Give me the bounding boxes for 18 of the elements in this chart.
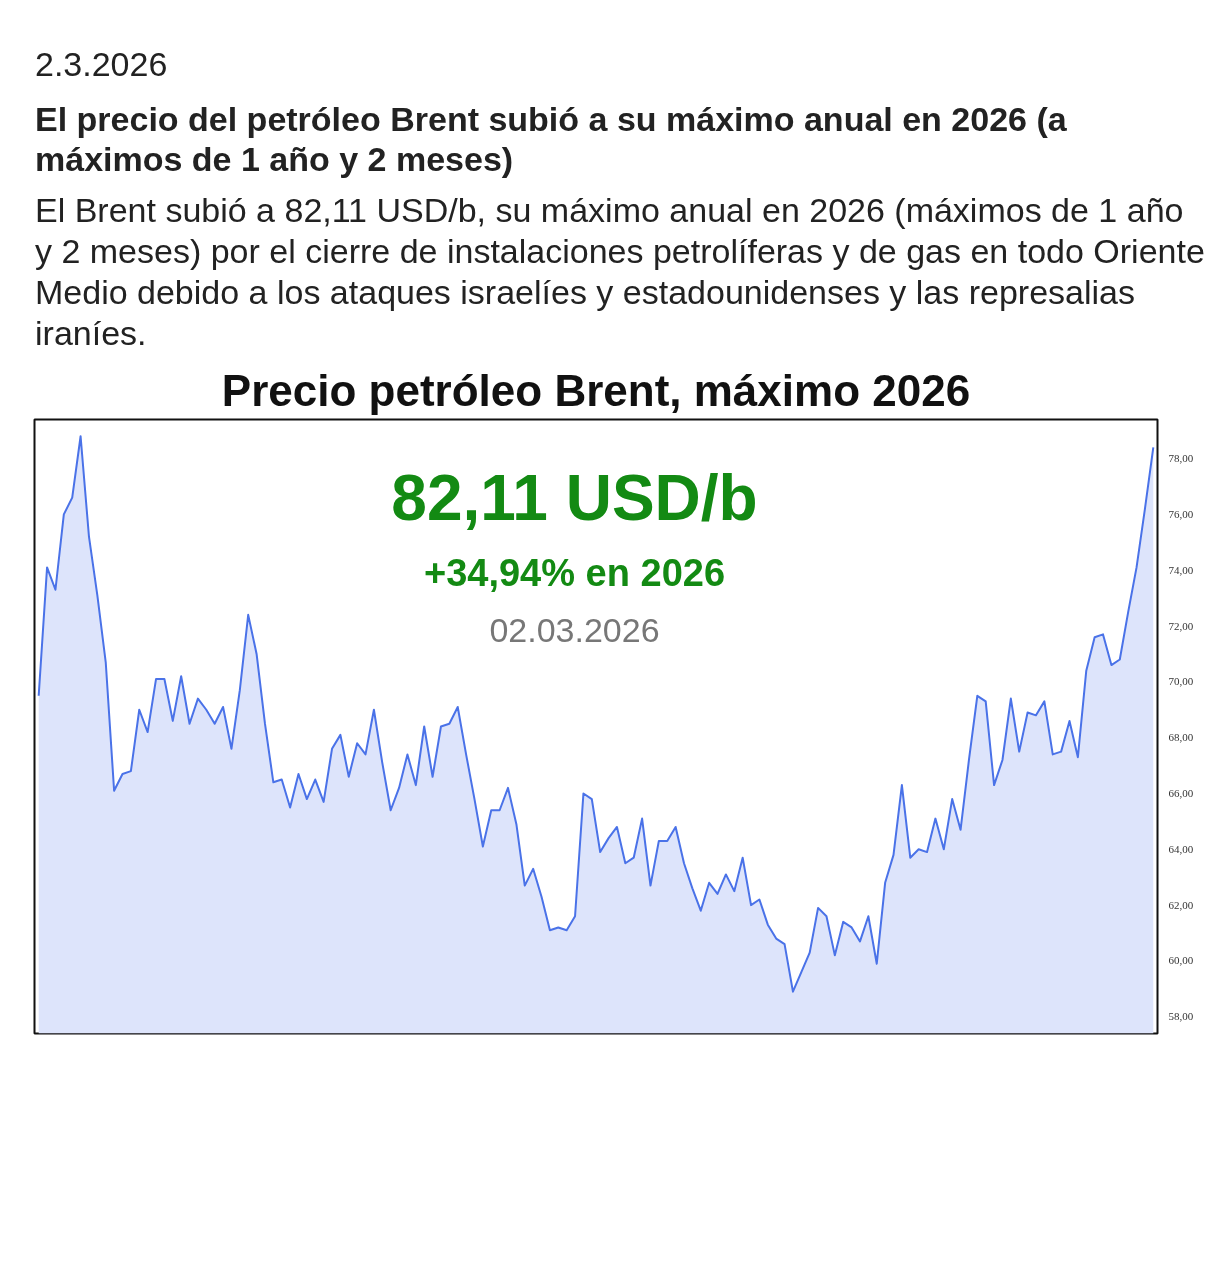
text: El precio del petróleo Brent subió a su máximo anual en 2026 (a máximos de 1 año y 2 meses) <box>35 98 1068 181</box>
y-tick-label: 72,00 <box>1168 619 1194 632</box>
y-tick-label: 60,00 <box>1168 954 1194 967</box>
y-tick-label: 64,00 <box>1168 843 1194 856</box>
annotation: 02.03.2026 <box>489 610 660 649</box>
text: El Brent subió a 82,11 USD/b, su máximo anual en 2026 (máximos de 1 año y 2 meses) por el cierre de instalaciones petrolíferas y de gas en todo Oriente Medio debido a los ataques israelíes y estadounidenses y las represalias iraníes. <box>35 190 1205 354</box>
annotation: +34,94% en 2026 <box>423 551 726 594</box>
y-tick-label: 68,00 <box>1168 731 1194 744</box>
y-tick-label: 62,00 <box>1168 898 1194 911</box>
text: 2.3.2026 <box>35 44 168 85</box>
y-tick-label: 70,00 <box>1168 675 1194 688</box>
y-tick-label: 58,00 <box>1168 1010 1194 1023</box>
y-tick-label: 74,00 <box>1168 564 1194 577</box>
y-tick-label: 66,00 <box>1168 787 1194 800</box>
chart-title: Precio petróleo Brent, máximo 2026 <box>221 365 971 415</box>
annotation: 82,11 USD/b <box>391 461 758 534</box>
y-tick-label: 76,00 <box>1168 508 1194 521</box>
y-tick-label: 78,00 <box>1168 452 1194 465</box>
